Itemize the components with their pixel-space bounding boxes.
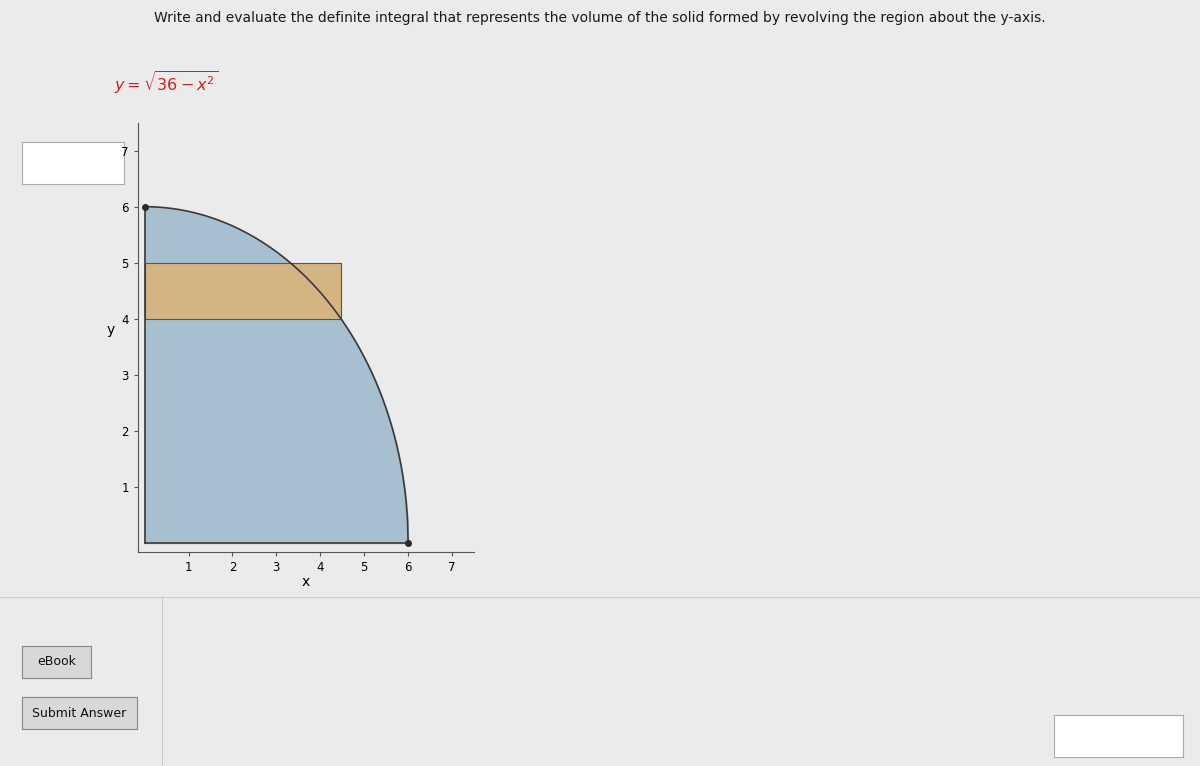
Text: eBook: eBook (37, 656, 76, 668)
Text: $y = \sqrt{36 - x^2}$: $y = \sqrt{36 - x^2}$ (114, 69, 218, 96)
Text: Write and evaluate the definite integral that represents the volume of the solid: Write and evaluate the definite integral… (154, 11, 1046, 25)
Bar (144, 263, 341, 319)
X-axis label: x: x (302, 575, 310, 589)
Text: Submit Answer: Submit Answer (32, 707, 126, 719)
Y-axis label: y: y (107, 323, 114, 337)
